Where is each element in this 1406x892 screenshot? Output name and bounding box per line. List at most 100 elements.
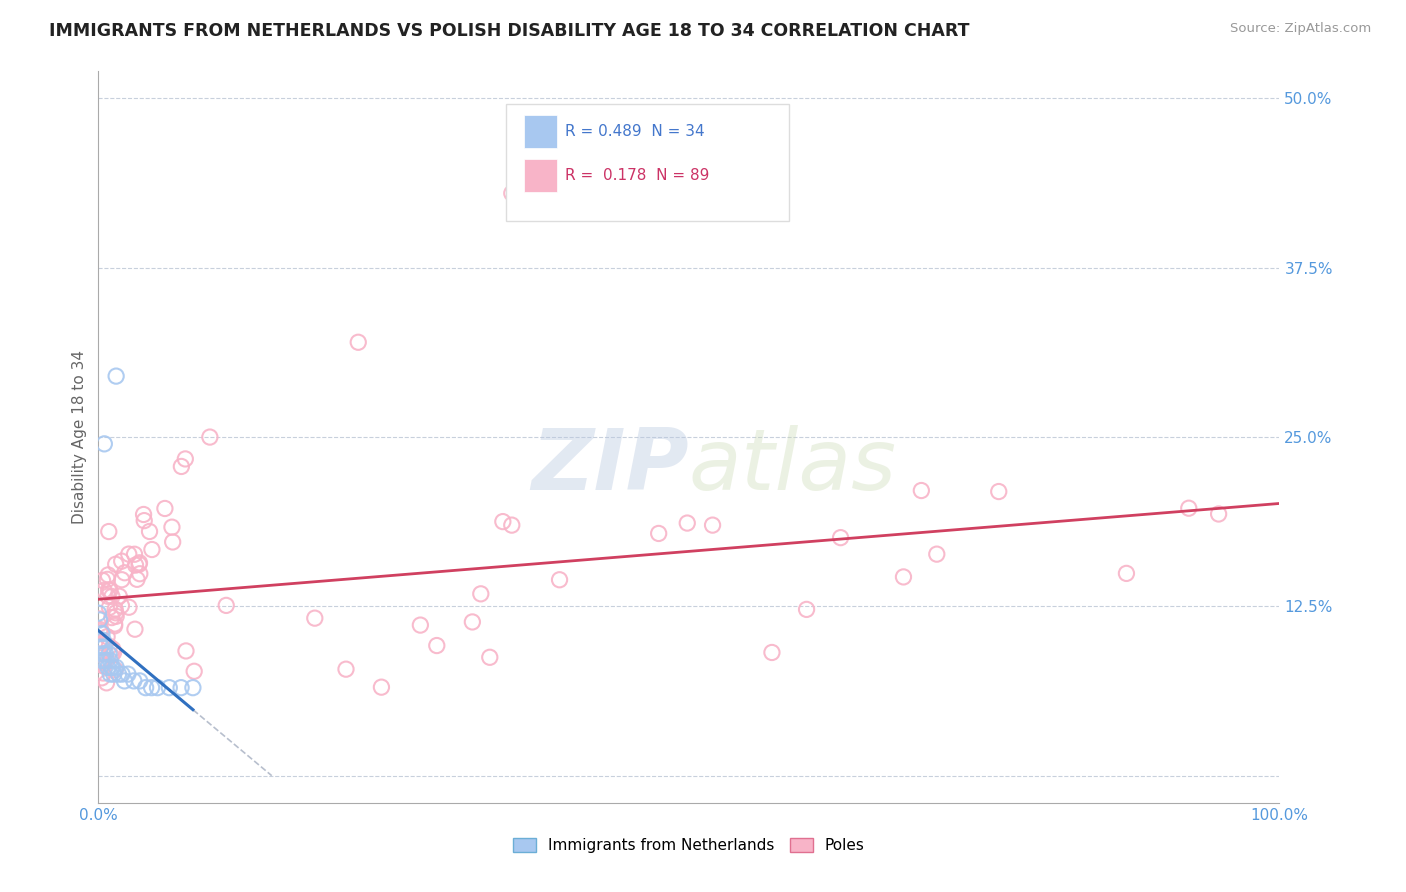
FancyBboxPatch shape xyxy=(523,115,557,148)
Point xyxy=(478,650,501,665)
Point xyxy=(198,430,221,444)
Point xyxy=(98,640,121,654)
Point xyxy=(91,647,114,661)
FancyBboxPatch shape xyxy=(506,104,789,221)
Point xyxy=(89,612,111,626)
Point xyxy=(124,622,146,636)
Point xyxy=(128,566,150,581)
Point xyxy=(174,451,197,466)
Y-axis label: Disability Age 18 to 34: Disability Age 18 to 34 xyxy=(72,350,87,524)
Point xyxy=(90,640,112,654)
Point xyxy=(124,558,146,573)
Point xyxy=(128,558,150,572)
Point xyxy=(1178,501,1201,516)
Point xyxy=(125,572,148,586)
Point xyxy=(409,618,432,632)
Point xyxy=(91,655,114,669)
Text: Source: ZipAtlas.com: Source: ZipAtlas.com xyxy=(1230,22,1371,36)
Point xyxy=(104,558,127,572)
Point xyxy=(112,673,135,688)
Point xyxy=(89,633,111,648)
Point xyxy=(108,589,131,603)
Point xyxy=(174,644,197,658)
Point xyxy=(105,660,128,674)
Point xyxy=(96,630,118,644)
Point xyxy=(91,654,114,668)
Point xyxy=(183,665,205,679)
Point xyxy=(830,531,852,545)
Point xyxy=(910,483,932,498)
Point xyxy=(128,673,150,688)
Point xyxy=(93,640,115,654)
Point xyxy=(97,660,120,674)
Point xyxy=(141,681,163,695)
Point xyxy=(104,663,127,677)
Point xyxy=(90,626,112,640)
Point xyxy=(1115,566,1137,581)
Point xyxy=(146,681,169,695)
Point xyxy=(91,665,114,680)
Text: R =  0.178  N = 89: R = 0.178 N = 89 xyxy=(565,169,709,184)
Point xyxy=(104,619,127,633)
Point xyxy=(122,673,145,688)
Point xyxy=(100,660,122,674)
Legend: Immigrants from Netherlands, Poles: Immigrants from Netherlands, Poles xyxy=(505,830,873,861)
Point xyxy=(96,676,118,690)
Point xyxy=(96,573,118,587)
Point xyxy=(160,520,183,534)
Point xyxy=(89,624,111,639)
Point xyxy=(492,515,515,529)
Point xyxy=(117,667,139,681)
Point xyxy=(132,508,155,522)
Point xyxy=(97,589,120,603)
Point xyxy=(91,626,114,640)
Point xyxy=(89,623,111,637)
Point xyxy=(97,568,120,582)
Point xyxy=(135,681,157,695)
Point xyxy=(761,645,783,659)
Point xyxy=(987,484,1010,499)
Point xyxy=(97,524,120,539)
Point xyxy=(304,611,326,625)
Point xyxy=(89,655,111,669)
Point xyxy=(702,518,724,533)
Point xyxy=(91,633,114,648)
Point xyxy=(93,437,115,451)
Point xyxy=(138,524,160,539)
Point xyxy=(118,600,141,615)
Point xyxy=(107,667,129,681)
Point xyxy=(104,617,127,632)
Point xyxy=(134,514,156,528)
Point xyxy=(101,660,124,674)
Point xyxy=(111,573,134,587)
Point xyxy=(925,547,948,561)
Point xyxy=(93,654,115,668)
Point xyxy=(370,680,392,694)
Point xyxy=(103,646,125,660)
Point xyxy=(100,648,122,663)
Text: R = 0.489  N = 34: R = 0.489 N = 34 xyxy=(565,124,704,139)
Point xyxy=(215,599,238,613)
Point xyxy=(101,610,124,624)
Point xyxy=(93,659,115,673)
Point xyxy=(124,547,146,561)
Point xyxy=(426,639,449,653)
Point xyxy=(90,671,112,685)
Text: IMMIGRANTS FROM NETHERLANDS VS POLISH DISABILITY AGE 18 TO 34 CORRELATION CHART: IMMIGRANTS FROM NETHERLANDS VS POLISH DI… xyxy=(49,22,970,40)
Point xyxy=(170,681,193,695)
Point xyxy=(548,573,571,587)
Point xyxy=(114,566,136,580)
Point xyxy=(1208,507,1230,521)
Point xyxy=(105,609,128,624)
Point xyxy=(470,587,492,601)
Point xyxy=(335,662,357,676)
Point xyxy=(141,542,163,557)
Point xyxy=(162,535,184,549)
Point xyxy=(181,681,204,695)
Point xyxy=(94,647,117,661)
Point xyxy=(647,526,669,541)
Point xyxy=(104,602,127,616)
Point xyxy=(96,654,118,668)
Point xyxy=(118,547,141,561)
Point xyxy=(110,599,132,613)
